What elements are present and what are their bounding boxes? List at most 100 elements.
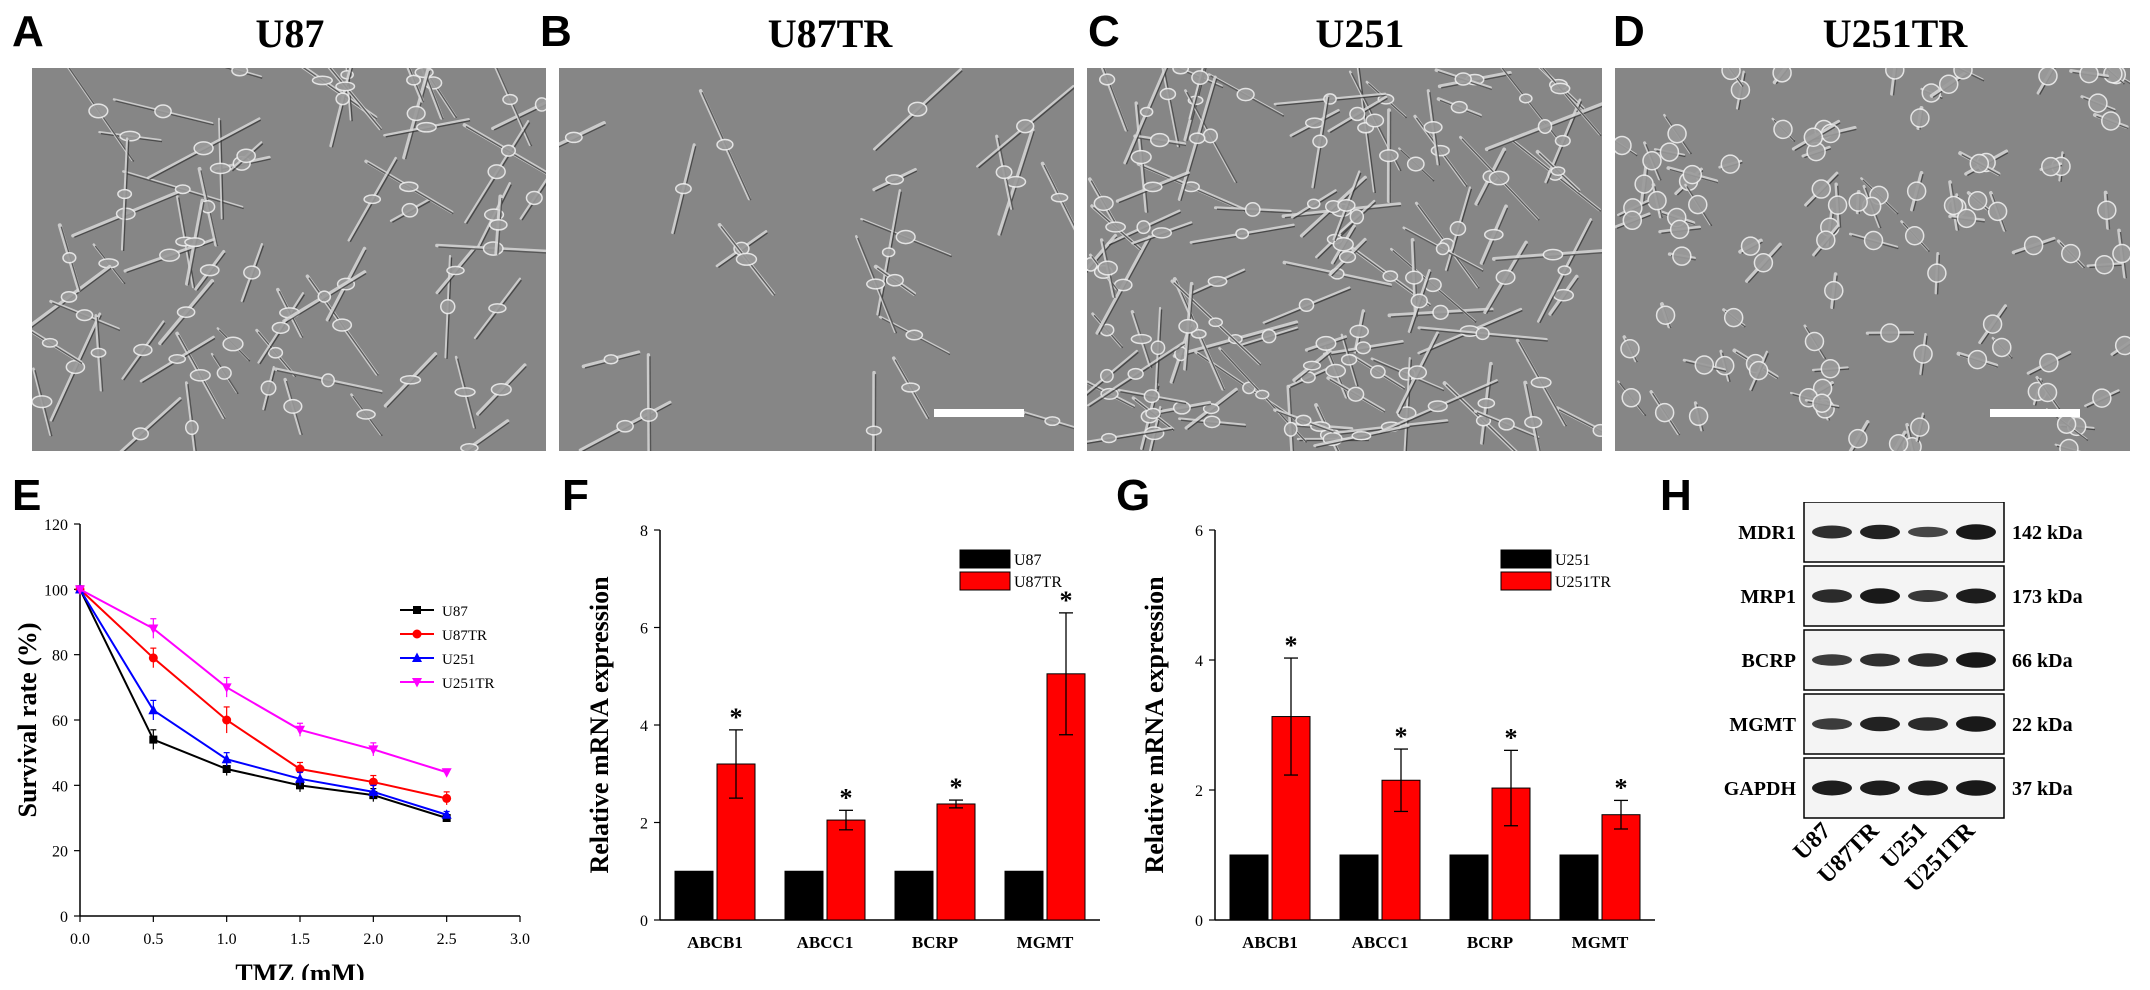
x-tick-label: ABCC1 [1352,933,1409,952]
cell-body [356,409,376,420]
cell-body [1191,70,1209,85]
cell-body [1880,323,1900,343]
cell-body [881,247,896,258]
blot-band [1860,716,1900,732]
cell-body [2088,93,2108,113]
cell-body [1967,349,1988,370]
x-tick-label: 0.5 [143,931,163,948]
x-tick-label: 1.0 [217,931,237,948]
scale-bar [934,409,1024,417]
blot-band [1812,718,1852,730]
cell-body [119,130,141,142]
cell-body [1130,149,1152,165]
cell-body [1694,355,1715,375]
cell-body [321,373,336,388]
cell-body [189,369,211,382]
cell-body [674,183,692,195]
cell-body [222,336,244,352]
y-axis-label: Relative mRNA expression [585,576,614,874]
cell-body [168,354,187,364]
blot-size-label: 22 kDa [2012,714,2073,736]
micrograph-u87tr-image [559,68,1074,451]
cell-body [1101,432,1117,444]
bar-u251-abcc1 [1339,854,1379,921]
cell-body [2112,243,2130,264]
blot-band [1860,653,1900,667]
panel-label-f: F [562,471,589,520]
y-tick-label: 6 [1195,523,1203,540]
cell-body [90,347,107,358]
legend-label: U87TR [442,628,487,644]
data-point [368,786,379,796]
micrograph-u87-image [32,68,546,451]
cell-body [735,252,758,266]
cell-body [1302,360,1322,371]
legend-label: U87TR [1014,574,1062,591]
cell-body [1312,134,1328,149]
bar-u87tr-abcc1 [826,819,866,921]
cell-body [1261,328,1277,344]
cell-body [1634,174,1654,194]
cell-body [133,343,153,357]
bar-u87tr-bcrp [936,803,976,921]
data-point [368,777,378,787]
data-point [221,753,232,764]
blot-size-label: 142 kDa [2012,522,2083,544]
cell-body [88,103,109,119]
cell-body [231,68,249,77]
cell-process [646,353,651,451]
cell-body [1682,164,1703,185]
cell-body [1953,68,1973,80]
cell-body [2023,235,2044,256]
cell-body [1987,201,2008,222]
cell-body [2037,382,2058,403]
cell-body [1430,144,1450,157]
bar-u87-mgmt [1004,870,1044,921]
blot-band [1860,524,1900,540]
panel-title-d: U251TR [1822,11,1968,56]
cell-body [283,398,303,414]
cell-body [1542,248,1564,261]
cell-body [1099,73,1116,86]
cell-body [1332,237,1354,252]
blot-size-label: 37 kDa [2012,778,2073,800]
cell-body [1967,190,1988,211]
cell-body [1423,120,1443,134]
significance-star: * [1060,586,1073,615]
data-point [412,629,422,639]
cell-body [1848,428,1868,449]
cell-body [1927,263,1947,283]
blot-protein-label: MDR1 [1738,522,1796,544]
cell-body [1863,230,1884,251]
cell-body [1557,265,1572,276]
micrograph-u251-image [1087,68,1602,451]
cell-body [1982,314,2003,334]
blot-band [1956,716,1996,732]
cell-body [1475,327,1490,341]
cell-body [2061,243,2081,264]
cell-body [1315,335,1337,351]
cell-body [1347,386,1365,402]
cell-body [564,131,583,144]
cell-body [525,190,543,206]
legend-swatch [1500,571,1552,591]
cell-body [335,81,356,92]
cell-body [1379,149,1399,163]
cell-body [1203,415,1221,429]
cell-body [159,248,181,262]
blot-band [1956,524,1996,540]
cell-body [1050,192,1069,203]
bar-u251tr-mgmt [1601,814,1641,921]
series-line-u251 [79,588,447,816]
cell-body [1143,389,1160,404]
cell-body [1365,113,1385,128]
cell-body [1620,338,1640,359]
cell-body [132,427,149,441]
blot-size-label: 66 kDa [2012,650,2073,672]
cell-body [209,162,231,175]
cell-body [1190,328,1207,339]
cell-body [1518,93,1533,104]
cell-body [1127,367,1144,380]
cell-body [716,138,734,151]
cell-body [1207,275,1228,287]
